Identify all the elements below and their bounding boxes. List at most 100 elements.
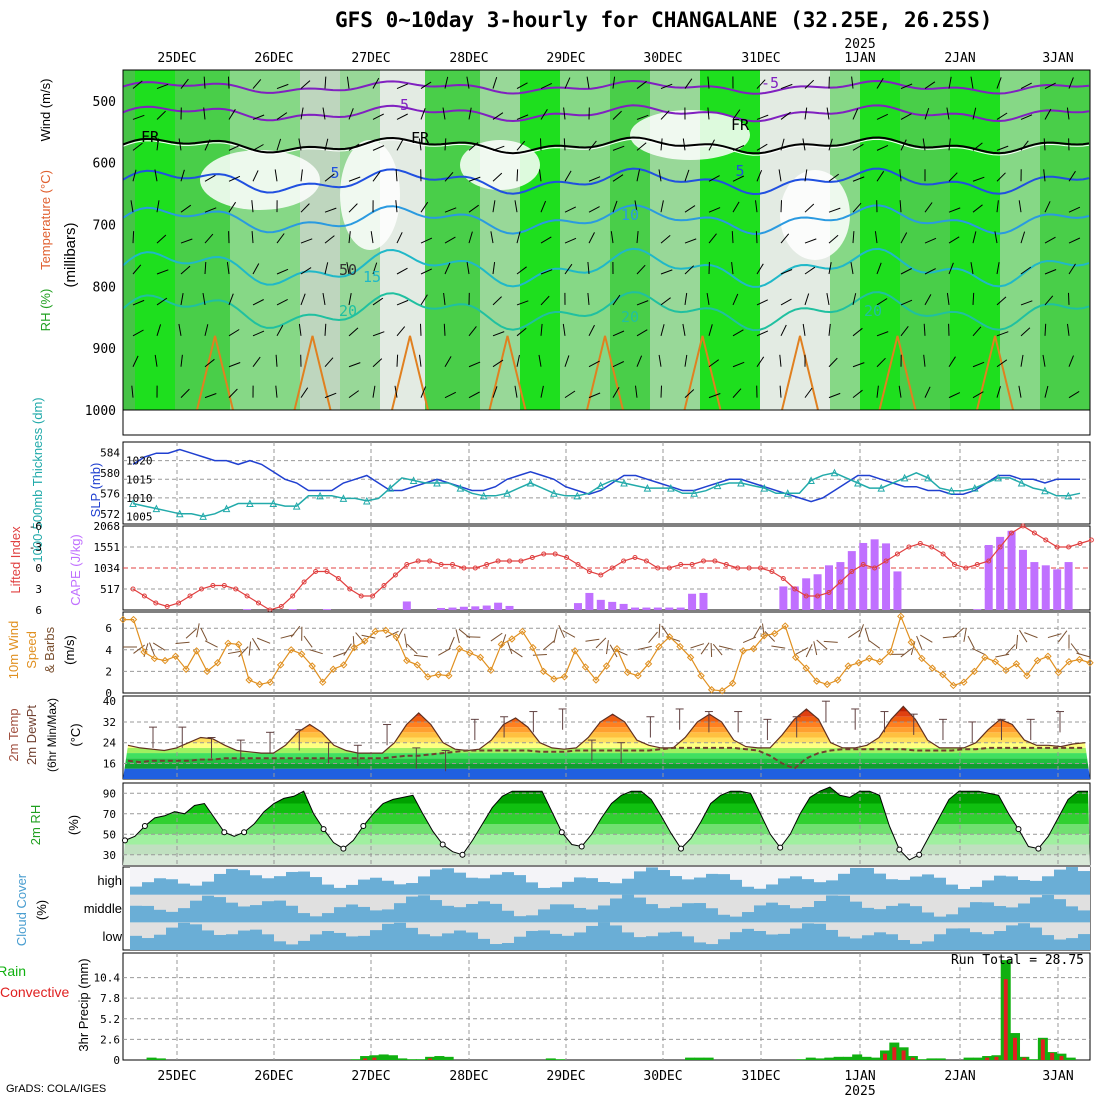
rh-band xyxy=(123,844,1090,855)
wind-barb xyxy=(660,324,665,336)
wind-speed-marker xyxy=(529,643,537,652)
li-tick: 6 xyxy=(35,604,42,617)
cape-bar xyxy=(1041,565,1050,610)
contour-20 xyxy=(123,291,1090,332)
rh-marker xyxy=(558,829,565,836)
wind-barb-10m xyxy=(248,641,252,656)
li-marker xyxy=(472,565,478,571)
cloud-cell xyxy=(766,867,778,885)
thickness-line-marker xyxy=(550,489,558,497)
precip-conv-bar xyxy=(428,1058,433,1060)
temp-band xyxy=(123,721,1090,728)
rh-marker xyxy=(320,826,327,833)
wind-barb xyxy=(322,293,326,305)
wind-barb xyxy=(516,231,521,244)
chart-title: GFS 0~10day 3-hourly for CHANGALANE (32.… xyxy=(335,8,993,32)
wind-barb xyxy=(348,390,359,399)
cloud-cell xyxy=(814,894,826,902)
cape-bar xyxy=(608,601,617,610)
wind-speed-marker xyxy=(770,629,779,638)
wind-barb xyxy=(996,386,1001,398)
wind-barb xyxy=(346,262,350,275)
wind-barb xyxy=(180,78,189,89)
cloud-cell xyxy=(1018,922,1030,924)
rh-marker xyxy=(777,844,784,851)
li-marker xyxy=(769,569,775,574)
wind-barb xyxy=(852,327,863,337)
wind-barb xyxy=(755,231,758,244)
wind-speed-marker xyxy=(361,637,369,645)
date-tick-top: 1JAN xyxy=(844,51,875,66)
li-marker xyxy=(632,555,638,560)
contour-label: 20 xyxy=(339,302,357,320)
temp-band xyxy=(123,747,1090,754)
cloud-cell xyxy=(130,867,142,887)
wind-barb xyxy=(444,207,457,213)
rh-label: RH (%) xyxy=(38,289,53,332)
cloud-cell xyxy=(970,867,982,887)
pressure-tick: 1000 xyxy=(85,404,116,419)
cape-bar xyxy=(402,601,411,610)
cape-bar xyxy=(322,609,331,610)
wind-barb xyxy=(228,201,237,213)
cape-bar xyxy=(859,542,868,610)
cloud-cell xyxy=(562,867,574,882)
wind-barb xyxy=(588,392,601,399)
wind-speed-marker xyxy=(403,656,411,665)
precip-total-bar xyxy=(833,1056,844,1060)
date-tick-bottom: 1JAN xyxy=(844,1069,875,1084)
wind-barb-10m xyxy=(690,643,705,649)
wind-barb xyxy=(466,76,470,89)
li-marker xyxy=(564,555,570,560)
wind-barb xyxy=(899,200,902,213)
wind-barb xyxy=(996,331,1009,337)
cloud-cell xyxy=(586,894,598,910)
wind-barb xyxy=(948,392,961,399)
wind-barb xyxy=(204,324,209,336)
contour-5 xyxy=(123,167,1090,196)
cloud-cell xyxy=(1078,922,1090,935)
wind-speed-marker xyxy=(297,650,306,658)
wind-speed-marker xyxy=(518,627,527,636)
thickness-line-marker xyxy=(737,478,745,487)
temp-tick: 16 xyxy=(103,757,116,770)
cloud-cell xyxy=(718,867,730,875)
cloud-cell xyxy=(850,894,862,902)
wind-barb xyxy=(276,325,284,337)
wind-barb xyxy=(612,76,616,89)
cloud-cell xyxy=(442,867,454,869)
cloud-cell xyxy=(862,922,874,936)
wind-barb xyxy=(900,268,912,275)
wind-barb xyxy=(252,170,259,182)
cloud-cell xyxy=(346,867,358,885)
wind-barb-10m xyxy=(614,649,628,656)
wind-barb xyxy=(708,359,719,368)
wind-barb xyxy=(828,323,831,336)
wind-barb-10m xyxy=(290,625,301,638)
cloud-cell xyxy=(154,922,166,935)
wind-barb xyxy=(156,269,169,275)
wind-barb xyxy=(828,357,838,368)
rh-fill-group xyxy=(123,787,1090,865)
li-marker xyxy=(176,600,182,606)
precip-total-bar xyxy=(387,1055,398,1060)
li-marker xyxy=(997,544,1003,550)
wind-barb-10m xyxy=(764,631,776,642)
wind-barb xyxy=(779,385,782,398)
wind-barb-10m xyxy=(175,641,190,644)
wind-speed-marker xyxy=(697,672,705,680)
cloud-cell xyxy=(970,922,982,933)
wind-barb xyxy=(492,76,498,89)
cloud-cell xyxy=(514,894,526,917)
wind-barb xyxy=(516,300,529,306)
wind-barb xyxy=(516,327,527,337)
wind-barb-10m xyxy=(228,650,242,655)
wind-speed-marker xyxy=(613,645,621,653)
contour-25 xyxy=(488,335,527,410)
wind-barb xyxy=(732,329,744,337)
wind-barb xyxy=(418,138,422,151)
cloud-cell xyxy=(226,867,238,869)
cloud-cell xyxy=(658,894,670,909)
thickness-line-marker xyxy=(1041,486,1049,495)
